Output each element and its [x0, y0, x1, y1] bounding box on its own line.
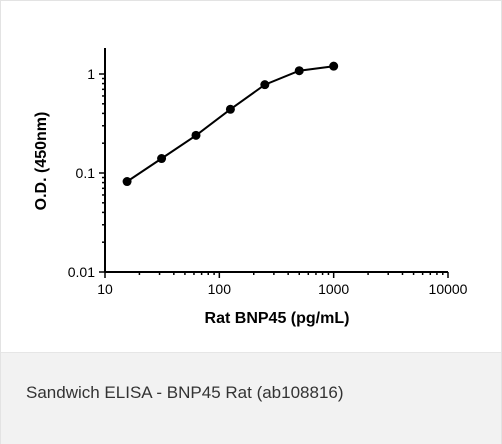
- chart-axes: 0.01 0.1 1 10 100 1000 10000: [68, 48, 468, 297]
- x-tick-label: 1000: [318, 281, 349, 297]
- chart-svg: 0.01 0.1 1 10 100 1000 10000 Rat BNP45 (pg/mL)…: [33, 48, 468, 327]
- caption-bar: Sandwich ELISA - BNP45 Rat (ab108816): [1, 352, 501, 444]
- data-point: [329, 61, 339, 71]
- x-tick-label: 10: [97, 281, 113, 297]
- data-point: [122, 177, 132, 187]
- data-point: [191, 130, 201, 140]
- y-axis-label: O.D. (450nm): [33, 112, 50, 211]
- data-point: [225, 104, 235, 114]
- data-point: [260, 80, 270, 90]
- x-tick-label: 10000: [429, 281, 468, 297]
- data-point: [157, 154, 167, 164]
- figure-caption: Sandwich ELISA - BNP45 Rat (ab108816): [26, 383, 344, 402]
- chart-area: 0.01 0.1 1 10 100 1000 10000 Rat BNP45 (pg/mL)…: [1, 1, 501, 352]
- y-tick-label: 0.01: [68, 264, 95, 280]
- chart-series: [122, 61, 339, 187]
- x-axis-label: Rat BNP45 (pg/mL): [205, 310, 350, 327]
- data-point: [294, 66, 304, 76]
- y-tick-label: 1: [87, 66, 95, 82]
- x-tick-label: 100: [208, 281, 232, 297]
- y-tick-label: 0.1: [76, 165, 96, 181]
- series-line: [126, 65, 334, 183]
